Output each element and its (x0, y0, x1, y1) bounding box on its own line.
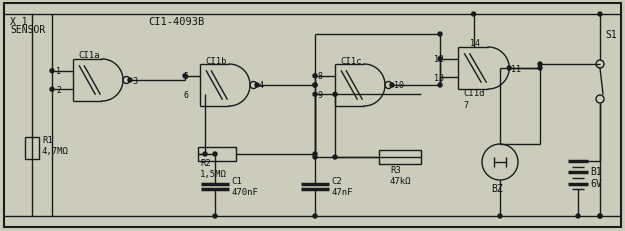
Circle shape (213, 214, 217, 218)
Text: 11: 11 (511, 64, 521, 73)
Text: 8: 8 (318, 72, 323, 81)
Circle shape (313, 84, 317, 88)
Text: 1: 1 (56, 67, 61, 76)
Circle shape (128, 79, 132, 83)
Text: 6: 6 (183, 90, 188, 99)
Bar (25, 137, 39, 159)
Circle shape (507, 67, 511, 71)
Circle shape (438, 84, 442, 88)
Text: C1
470nF: C1 470nF (231, 176, 258, 196)
Text: CI1a: CI1a (78, 51, 99, 60)
Text: BZ: BZ (491, 183, 502, 193)
Text: C2
47nF: C2 47nF (331, 176, 352, 196)
Text: CI1-4093B: CI1-4093B (148, 17, 204, 27)
Text: 2: 2 (56, 85, 61, 94)
Circle shape (438, 58, 442, 61)
Text: 4: 4 (259, 81, 264, 90)
Text: X 1: X 1 (10, 17, 27, 27)
Text: 10: 10 (394, 81, 404, 90)
Circle shape (203, 152, 207, 156)
Circle shape (598, 13, 602, 17)
Bar (379, 150, 421, 164)
Circle shape (313, 93, 317, 97)
Circle shape (333, 93, 337, 97)
Text: S1: S1 (605, 30, 617, 40)
Circle shape (50, 88, 54, 92)
Text: 7: 7 (463, 101, 468, 110)
Circle shape (255, 84, 259, 88)
Bar (198, 147, 236, 161)
Circle shape (313, 84, 317, 88)
Text: 13: 13 (434, 73, 444, 82)
Circle shape (598, 214, 602, 218)
Circle shape (438, 33, 442, 37)
Text: CI1b: CI1b (205, 56, 226, 65)
Text: B1
6V: B1 6V (590, 167, 602, 188)
Circle shape (313, 152, 317, 156)
Circle shape (598, 214, 602, 218)
Circle shape (313, 155, 317, 159)
Circle shape (313, 74, 317, 78)
Circle shape (333, 155, 337, 159)
Text: CI1c: CI1c (340, 56, 361, 65)
Text: 3: 3 (132, 76, 137, 85)
Circle shape (390, 84, 394, 88)
Circle shape (538, 63, 542, 67)
Circle shape (538, 67, 542, 71)
Text: 9: 9 (318, 90, 323, 99)
Text: SENSOR: SENSOR (10, 25, 45, 35)
Text: CI1d: CI1d (463, 89, 484, 98)
Text: 5: 5 (183, 72, 188, 81)
Circle shape (183, 74, 187, 78)
Circle shape (213, 152, 217, 156)
Text: R2
1,5MΩ: R2 1,5MΩ (200, 159, 227, 178)
Text: R3
47kΩ: R3 47kΩ (390, 166, 411, 185)
Text: 14: 14 (469, 38, 479, 47)
Circle shape (313, 214, 317, 218)
Text: 12: 12 (434, 55, 444, 64)
Circle shape (498, 214, 502, 218)
Circle shape (472, 13, 476, 17)
Circle shape (576, 214, 580, 218)
Text: R1
4,7MΩ: R1 4,7MΩ (42, 136, 69, 155)
Circle shape (50, 70, 54, 73)
